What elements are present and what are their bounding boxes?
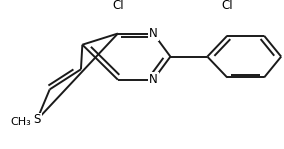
Text: Cl: Cl xyxy=(112,0,124,12)
Text: S: S xyxy=(33,113,41,127)
Text: N: N xyxy=(149,73,158,86)
Text: N: N xyxy=(149,27,158,40)
Text: Cl: Cl xyxy=(222,0,233,13)
Text: CH₃: CH₃ xyxy=(11,117,31,127)
